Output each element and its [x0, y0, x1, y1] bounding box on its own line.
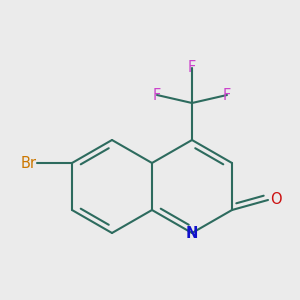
Text: F: F	[223, 88, 231, 103]
Text: N: N	[186, 226, 198, 241]
Text: Br: Br	[21, 155, 37, 170]
Text: F: F	[153, 88, 161, 103]
Text: F: F	[188, 61, 196, 76]
Text: O: O	[270, 193, 282, 208]
